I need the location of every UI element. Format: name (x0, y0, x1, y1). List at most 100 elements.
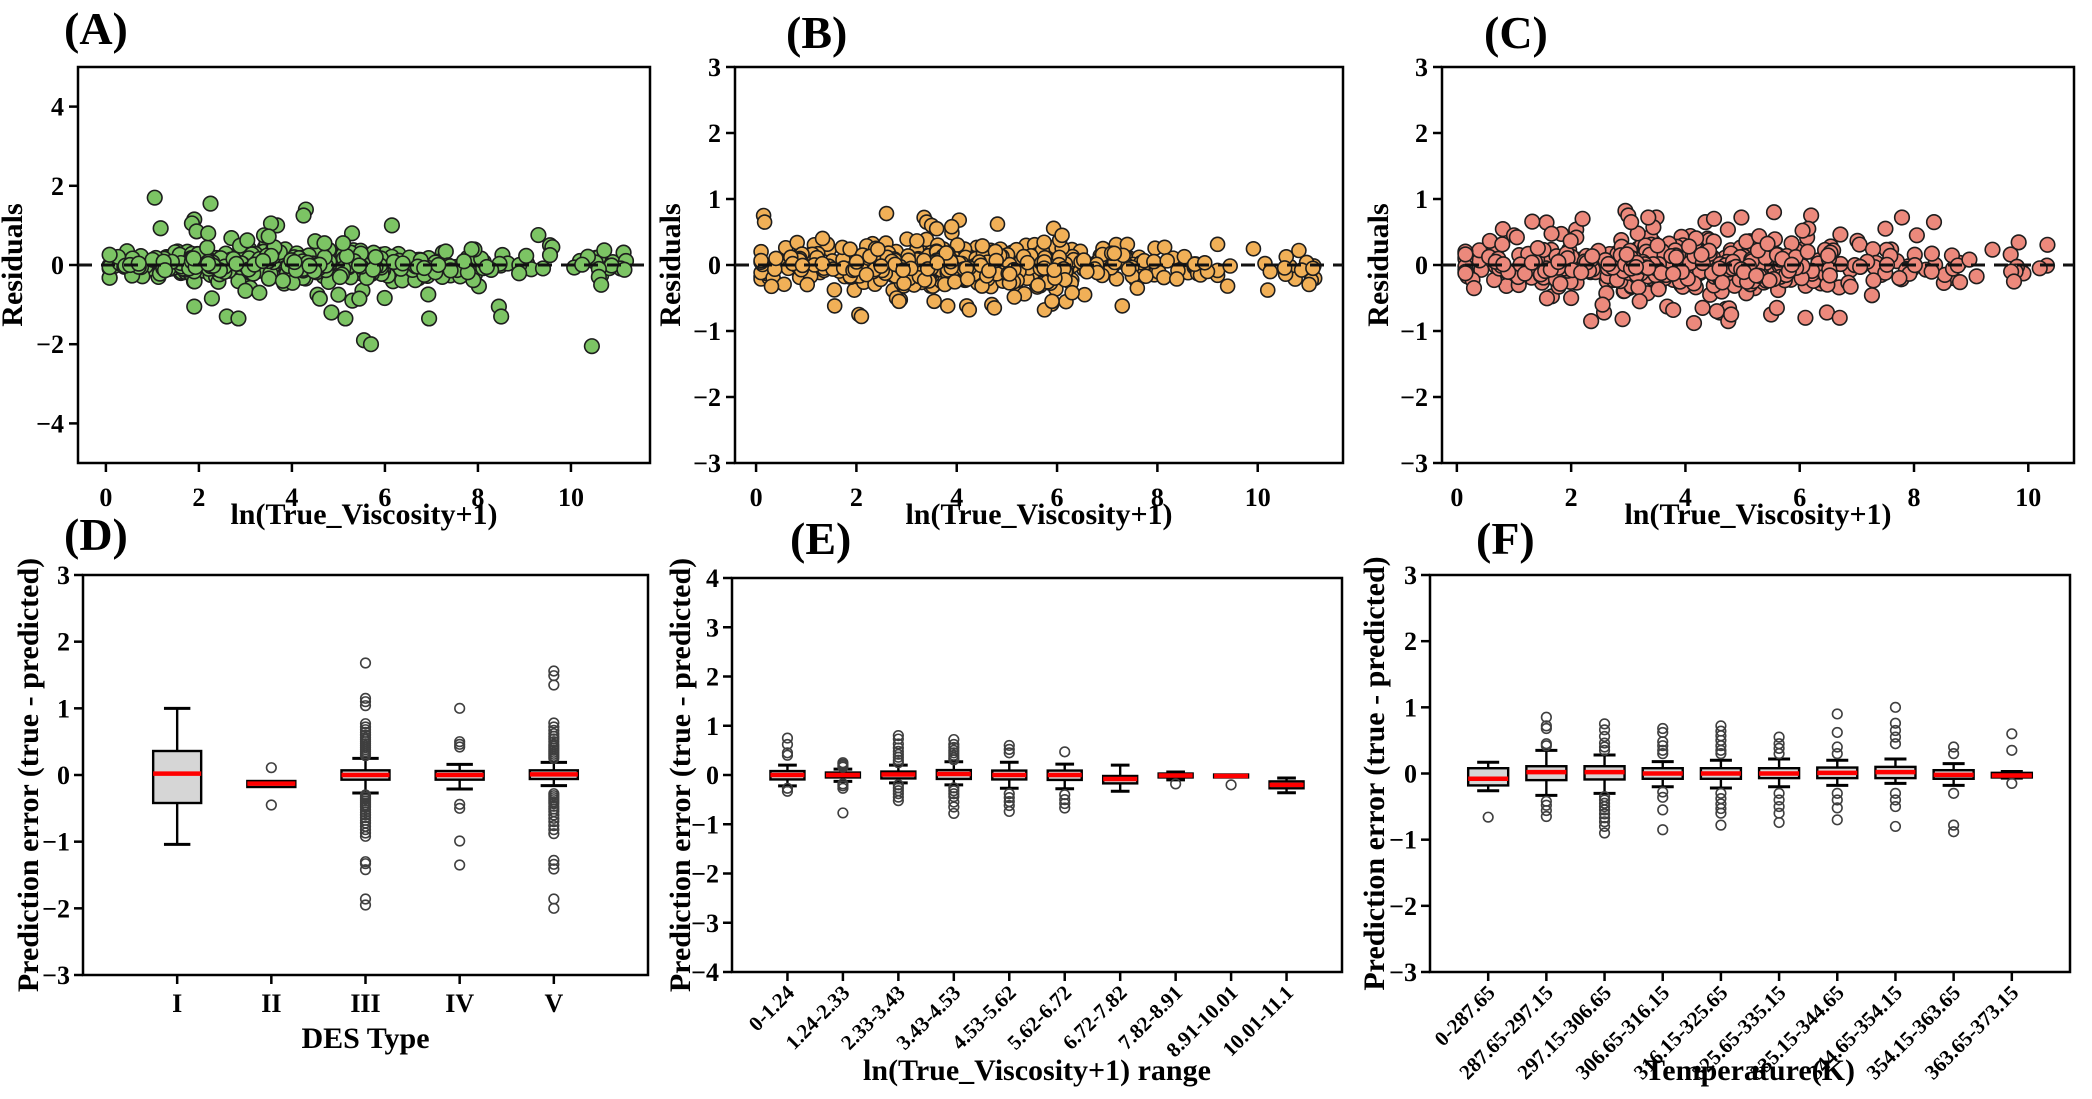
panel-label-C: (C) (1484, 7, 1548, 58)
outliers-F-2 (1540, 711, 1552, 823)
svg-text:−2: −2 (42, 894, 70, 923)
x-axis-B: 0 2 4 6 8 10 (750, 463, 1271, 512)
x-axis-label-E: ln(True_Viscosity+1) range (863, 1054, 1211, 1087)
svg-text:−2: −2 (36, 330, 64, 359)
svg-text:1: 1 (708, 185, 721, 214)
outliers-D-3 (359, 657, 372, 911)
svg-text:−3: −3 (691, 909, 719, 938)
panel-label-A: (A) (64, 3, 128, 54)
svg-text:III: III (350, 989, 380, 1018)
box-F-5 (1699, 720, 1743, 831)
svg-text:0: 0 (1415, 251, 1428, 280)
box-E-1 (769, 732, 806, 797)
outliers-F-3 (1598, 718, 1611, 839)
x-axis-label-A: ln(True_Viscosity+1) (230, 498, 497, 531)
outliers-F-5 (1715, 720, 1727, 831)
box-F-8 (1874, 701, 1917, 833)
box-D-1 (151, 706, 203, 846)
box-D-2 (246, 762, 297, 811)
box-E-7 (1101, 763, 1139, 793)
svg-text:−3: −3 (42, 961, 70, 990)
svg-text:1: 1 (1404, 693, 1417, 722)
svg-text:6: 6 (378, 483, 391, 512)
svg-text:3: 3 (1415, 53, 1428, 82)
box-F-7 (1816, 708, 1859, 826)
svg-text:0: 0 (1404, 760, 1417, 789)
panel-label-D: (D) (64, 509, 128, 560)
outliers-E-5 (1003, 739, 1015, 818)
svg-text:2: 2 (51, 172, 64, 201)
box-F-10 (1990, 728, 2034, 790)
panel-B: −3 −2 −1 0 1 2 3 Residuals 0 2 4 6 8 10 ln(True_Viscos… (654, 53, 1345, 531)
box-D-3 (340, 657, 391, 911)
x-axis-label-B: ln(True_Viscosity+1) (905, 498, 1172, 531)
svg-text:3: 3 (1404, 561, 1417, 590)
svg-text:10: 10 (1245, 483, 1271, 512)
y-axis-label-D: Prediction error (true - predicted) (12, 558, 45, 992)
svg-text:2: 2 (1565, 483, 1578, 512)
box-F-9 (1932, 741, 1975, 838)
svg-text:V: V (544, 989, 563, 1018)
svg-text:0: 0 (708, 251, 721, 280)
svg-text:−2: −2 (691, 860, 719, 889)
svg-text:0: 0 (57, 761, 70, 790)
panel-F: −3 −2 −1 0 1 2 3 Prediction error (true - predi… (1358, 556, 2072, 1087)
svg-text:0: 0 (706, 761, 719, 790)
outliers-E-4 (948, 733, 960, 820)
box-F-1 (1466, 760, 1510, 823)
y-axis-C: −3 −2 −1 0 1 2 3 (1400, 53, 1442, 478)
svg-text:I: I (172, 989, 182, 1018)
panel-A: −4 −2 0 2 4 Residuals 0 2 4 6 8 10 ln(True_Viscosity… (0, 65, 652, 531)
svg-text:2: 2 (57, 628, 70, 657)
outliers-F-9 (1948, 741, 1960, 838)
box-E-4 (935, 733, 973, 820)
svg-text:3: 3 (706, 613, 719, 642)
svg-text:0: 0 (51, 251, 64, 280)
x-axis-label-D: DES Type (301, 1022, 429, 1055)
box-D-5 (528, 665, 580, 914)
boxes-D (151, 657, 580, 914)
y-axis-label-F: Prediction error (true - predicted) (1358, 556, 1391, 990)
panel-C: −3 −2 −1 0 1 2 3 Residuals 0 2 4 6 8 10 ln(True_Viscos… (1362, 53, 2076, 531)
svg-text:6: 6 (1051, 483, 1064, 512)
svg-text:3: 3 (57, 561, 70, 590)
svg-text:1: 1 (57, 694, 70, 723)
outliers-D-2 (265, 762, 277, 811)
outliers-F-6 (1773, 731, 1785, 829)
svg-text:−2: −2 (1400, 383, 1428, 412)
svg-text:4: 4 (285, 483, 298, 512)
outliers-E-1 (781, 732, 794, 797)
svg-text:−1: −1 (1400, 317, 1428, 346)
outliers-F-8 (1889, 701, 1902, 833)
axes-frame-E (730, 576, 1344, 974)
svg-text:10: 10 (558, 483, 584, 512)
x-axis-C: 0 2 4 6 8 10 (1450, 463, 2041, 512)
svg-text:2: 2 (1415, 119, 1428, 148)
svg-text:3: 3 (708, 53, 721, 82)
x-axis-label-C: ln(True_Viscosity+1) (1624, 498, 1891, 531)
svg-text:8: 8 (471, 483, 484, 512)
svg-text:IV: IV (445, 989, 474, 1018)
x-axis-E: 0-1.241.24-2.332.33-3.433.43-4.534.53-5.… (744, 972, 1298, 1062)
outliers-F-1 (1482, 811, 1494, 823)
svg-text:2: 2 (1404, 627, 1417, 656)
svg-text:4: 4 (51, 93, 64, 122)
box-E-10 (1268, 776, 1305, 795)
y-axis-label-A: Residuals (0, 203, 29, 326)
outliers-D-4 (454, 702, 466, 871)
svg-text:−3: −3 (1389, 958, 1417, 987)
svg-text:−1: −1 (693, 317, 721, 346)
svg-text:6: 6 (1793, 483, 1806, 512)
box-E-5 (991, 739, 1028, 818)
panel-label-E: (E) (790, 513, 852, 564)
box-E-3 (880, 729, 917, 807)
y-axis-E: −4 −3 −2 −1 0 1 2 3 4 (691, 564, 732, 987)
box-E-2 (824, 757, 862, 819)
svg-text:−3: −3 (1400, 449, 1428, 478)
y-axis-label-C: Residuals (1362, 203, 1395, 326)
y-axis-A: −4 −2 0 2 4 (36, 93, 78, 438)
svg-text:−1: −1 (42, 828, 70, 857)
outliers-D-5 (548, 665, 560, 914)
svg-text:II: II (261, 989, 281, 1018)
